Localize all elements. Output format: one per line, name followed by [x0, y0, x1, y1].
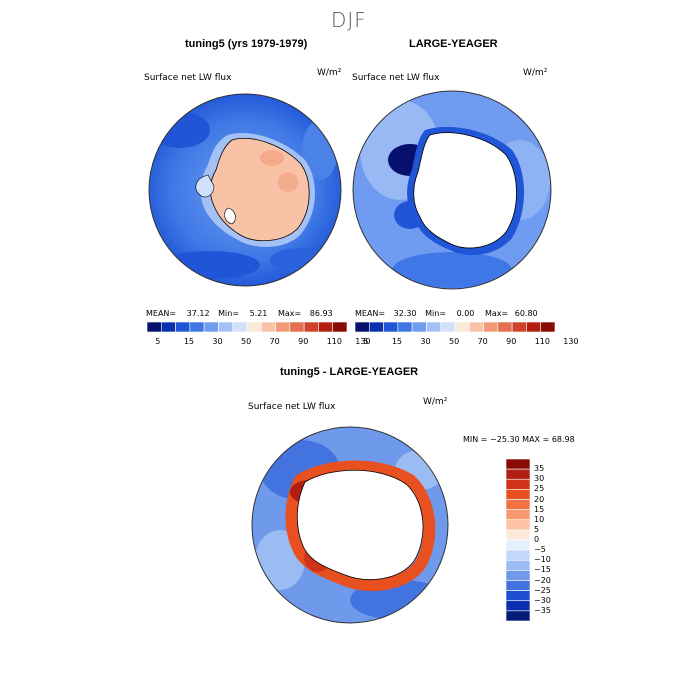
right-max-label: Max= [484, 309, 509, 318]
diff-colorbar-swatch [505, 489, 531, 500]
diff-colorbar-labels: 35 30 25 20 15 10 5 0 −5 −10 −15 −20 −25 −30 −35 [534, 459, 574, 621]
colorbar-tick-label: 50 [241, 337, 252, 346]
diff-colorbar-swatch [505, 590, 531, 602]
diff-colorbar-swatch [505, 549, 531, 561]
colorbar-swatch [332, 321, 348, 333]
diff-colorbar-tick-label: 30 [534, 474, 545, 484]
right-min-value: 0.00 [456, 309, 475, 318]
colorbar-tick-label: 70 [477, 337, 488, 346]
right-mean-label: MEAN= [355, 309, 386, 318]
diff-colorbar-swatch [505, 499, 531, 510]
colorbar-tick-label: 5 [155, 337, 161, 346]
left-variable-label: Surface net LW flux [144, 73, 232, 83]
diff-minmax: MIN = −25.30 MAX = 68.98 [463, 435, 575, 444]
diff-colorbar-tick-label: 25 [534, 484, 545, 494]
left-stats: MEAN= 37.12 Min= 5.21 Max= 86.93 [146, 309, 333, 318]
colorbar-tick-label: 130 [355, 337, 371, 346]
diff-colorbar-swatch [505, 559, 531, 571]
diff-panel-header: tuning5 - LARGE-YEAGER [280, 366, 419, 378]
left-min-value: 5.21 [249, 309, 268, 318]
diff-colorbar-tick-label: −15 [534, 565, 551, 575]
diff-colorbar-swatch [505, 610, 531, 622]
colorbar-tick-label: 15 [183, 337, 195, 346]
diff-colorbar-tick-label: 5 [534, 524, 540, 534]
left-min-label: Min= [218, 309, 240, 318]
diff-colorbar-swatch [505, 529, 531, 541]
diff-colorbar-swatch [505, 509, 531, 521]
diff-colorbar-tick-label: 35 [534, 464, 545, 474]
colorbar-tick-label: 30 [420, 337, 431, 346]
page-title: DJF [331, 8, 367, 32]
colorbar-tick-label: 110 [326, 337, 342, 346]
colorbar-tick-label: 110 [534, 337, 550, 346]
left-max-label: Max= [277, 309, 302, 318]
diff-units-label: W/m² [423, 397, 448, 407]
diff-colorbar-swatch [505, 519, 531, 531]
right-max-value: 60.80 [514, 309, 538, 318]
diff-colorbar-swatch [505, 478, 531, 490]
right-mean-value: 32.30 [393, 309, 417, 318]
diff-colorbar-tick-label: −20 [534, 575, 551, 585]
diff-colorbar-tick-label: −10 [534, 555, 551, 565]
diff-colorbar-tick-label: 0 [534, 535, 540, 544]
left-mean-value: 37.12 [186, 309, 210, 318]
diff-colorbar-tick-label: −25 [534, 585, 551, 595]
colorbar-tick-label: 70 [269, 337, 280, 346]
left-mean-label: MEAN= [146, 309, 177, 318]
colorbar-tick-label: 50 [449, 337, 460, 346]
diff-colorbar-tick-label: −35 [534, 605, 551, 615]
right-units-label: W/m² [523, 68, 548, 78]
left-max-value: 86.93 [309, 309, 333, 318]
diff-colorbar-tick-label: 15 [534, 504, 545, 514]
diff-colorbar-tick-label: −30 [534, 595, 551, 605]
left-panel-header: tuning5 (yrs 1979-1979) [185, 38, 308, 50]
diff-colorbar-swatch [505, 468, 531, 480]
colorbar-tick-label: 5 [363, 337, 369, 346]
right-stats: MEAN= 32.30 Min= 0.00 Max= 60.80 [355, 309, 538, 318]
left-units-label: W/m² [317, 68, 342, 78]
diff-colorbar-swatch [505, 570, 531, 581]
diff-colorbar-tick-label: 20 [534, 494, 545, 504]
right-panel-header: LARGE-YEAGER [409, 38, 498, 50]
diff-colorbar-tick-label: −5 [534, 545, 546, 555]
colorbar-tick-label: 130 [563, 337, 579, 346]
left-colorbar-labels: 5 15 30 50 70 90 110 130 [147, 337, 370, 349]
diff-colorbar-swatch [505, 600, 531, 612]
right-min-label: Min= [425, 309, 447, 318]
colorbar-tick-label: 90 [506, 337, 517, 346]
diff-colorbar-swatch [505, 458, 531, 470]
diff-colorbar-swatch [505, 580, 531, 591]
colorbar-tick-label: 90 [298, 337, 309, 346]
diff-variable-label: Surface net LW flux [248, 402, 336, 412]
colorbar-tick-label: 30 [212, 337, 223, 346]
diff-colorbar-tick-label: 10 [534, 514, 545, 524]
diff-colorbar [505, 458, 531, 622]
left-colorbar [146, 321, 348, 333]
right-colorbar [354, 321, 556, 333]
colorbar-tick-label: 15 [391, 337, 403, 346]
diff-colorbar-swatch [505, 539, 531, 551]
colorbar-swatch [540, 321, 556, 333]
right-colorbar-labels: 5 15 30 50 70 90 110 130 [355, 337, 578, 349]
right-variable-label: Surface net LW flux [352, 73, 440, 83]
